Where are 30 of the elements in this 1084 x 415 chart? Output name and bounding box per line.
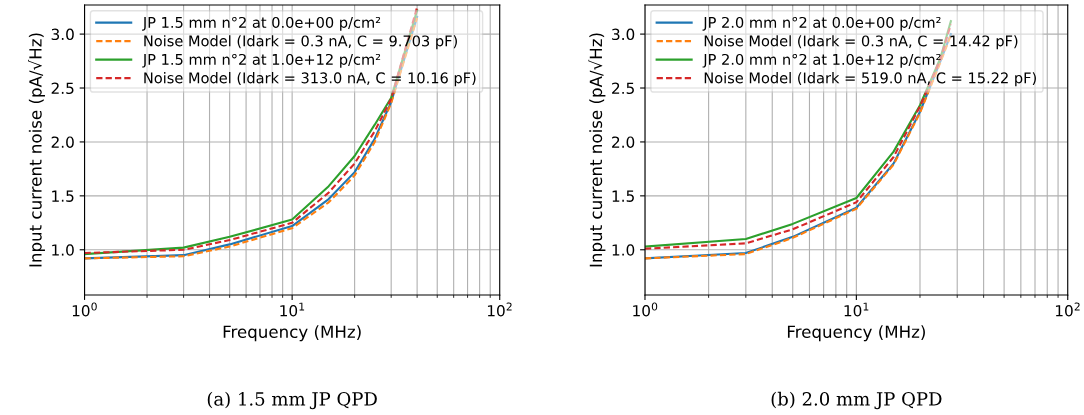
x-tick-label: 10$^{0}$ bbox=[633, 302, 658, 317]
legend-label: Noise Model (Idark = 0.3 nA, C = 14.42 pF) bbox=[704, 35, 1018, 50]
y-tick-label: 2.0 bbox=[51, 136, 74, 148]
y-axis-title: Input current noise (pA/√Hz) bbox=[588, 33, 606, 267]
x-tick-label: 10$^{1}$ bbox=[280, 302, 305, 317]
y-tick-label: 3.0 bbox=[51, 28, 74, 41]
legend-label: JP 1.5 mm n°2 at 1.0e+12 p/cm² bbox=[142, 53, 381, 68]
legend-label: JP 1.5 mm n°2 at 0.0e+00 p/cm² bbox=[142, 16, 381, 31]
x-tick-label: 10$^{0}$ bbox=[72, 302, 97, 317]
y-tick-label: 2.5 bbox=[612, 82, 634, 95]
y-axis-title: Input current noise (pA/√Hz) bbox=[27, 33, 45, 267]
y-tick-label: 1.5 bbox=[52, 190, 74, 202]
y-tick-label: 1.5 bbox=[612, 190, 634, 202]
legend-label: JP 2.0 mm n°2 at 1.0e+12 p/cm² bbox=[702, 53, 941, 68]
y-tick-label: 1.0 bbox=[612, 244, 635, 256]
legend-label: Noise Model (Idark = 519.0 nA, C = 15.22 pF) bbox=[704, 72, 1036, 87]
text: (a) 1.5 mm JP QPD bbox=[207, 391, 377, 410]
x-axis-title: Frequency (MHz) bbox=[787, 325, 925, 342]
y-tick-label: 1.0 bbox=[52, 244, 74, 256]
x-tick-label: 10$^{2}$ bbox=[487, 302, 512, 317]
legend-label: Noise Model (Idark = 313.0 nA, C = 10.16 pF) bbox=[144, 72, 476, 87]
legend-label: JP 2.0 mm n°2 at 0.0e+00 p/cm² bbox=[702, 16, 941, 31]
legend-label: Noise Model (Idark = 0.3 nA, C = 9.703 pF) bbox=[144, 35, 457, 50]
y-tick-label: 3.0 bbox=[612, 28, 635, 41]
y-tick-label: 2.0 bbox=[612, 136, 635, 148]
x-tick-label: 10$^{2}$ bbox=[1055, 302, 1080, 317]
x-axis-title: Frequency (MHz) bbox=[223, 325, 361, 342]
text: (b) 2.0 mm JP QPD bbox=[771, 391, 942, 410]
y-tick-label: 2.5 bbox=[51, 82, 74, 95]
x-tick-label: 10$^{1}$ bbox=[844, 302, 869, 317]
